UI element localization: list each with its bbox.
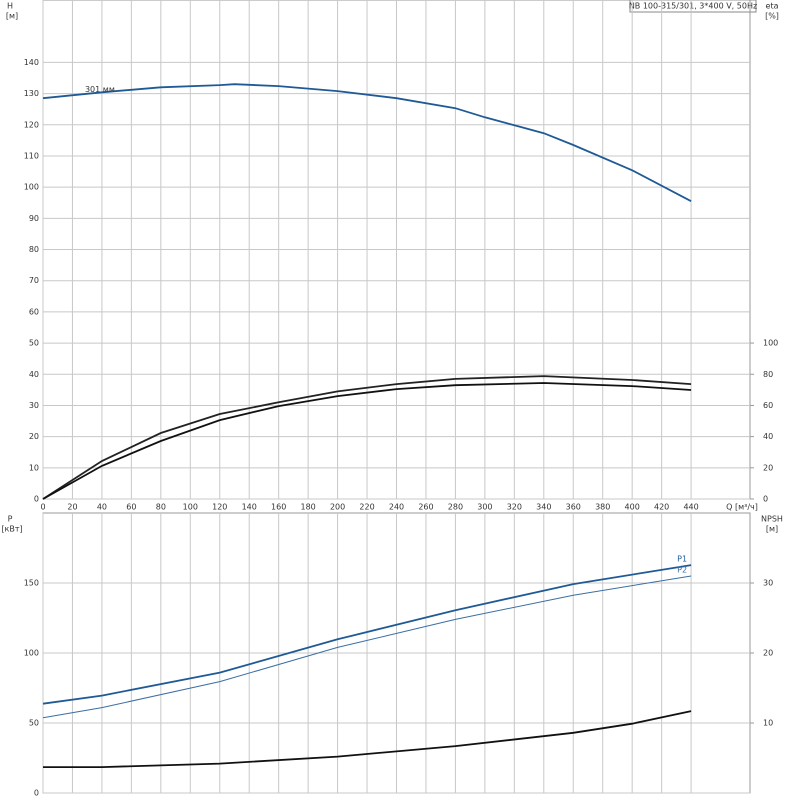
y-tick-label: 50: [29, 719, 39, 728]
x-tick-label: 100: [183, 503, 198, 512]
y2-tick-label: 20: [763, 463, 773, 472]
x-tick-label: 60: [126, 503, 136, 512]
x-tick-label: 200: [330, 503, 345, 512]
y2-axis-label: NPSH: [761, 515, 783, 524]
y-axis-unit: [кВт]: [1, 525, 22, 534]
curve: [42, 83, 692, 202]
y2-axis-label: eta: [766, 2, 779, 11]
x-tick-label: 160: [271, 503, 286, 512]
y-tick-label: 80: [29, 245, 39, 254]
x-tick-label: 280: [448, 503, 463, 512]
x-tick-label: 240: [389, 503, 404, 512]
y2-axis-unit: [м]: [766, 525, 778, 534]
curve-label: P2: [677, 566, 687, 575]
x-tick-label: 420: [654, 503, 669, 512]
y2-tick-label: 20: [763, 649, 773, 658]
y2-tick-label: 0: [763, 495, 768, 504]
y-tick-label: 10: [29, 463, 39, 472]
x-tick-label: 20: [67, 503, 77, 512]
x-tick-label: 140: [242, 503, 257, 512]
y-tick-label: 60: [29, 307, 39, 316]
x-tick-label: 300: [477, 503, 492, 512]
x-tick-label: 320: [507, 503, 522, 512]
curve: [42, 375, 692, 500]
y-tick-label: 100: [24, 183, 39, 192]
curve: [42, 382, 692, 500]
y2-tick-label: 100: [763, 339, 778, 348]
x-tick-label: 260: [418, 503, 433, 512]
x-tick-label: 180: [300, 503, 315, 512]
x-tick-label: 0: [40, 503, 45, 512]
x-tick-label: 120: [212, 503, 227, 512]
y-tick-label: 0: [34, 495, 39, 504]
x-tick-label: 440: [683, 503, 698, 512]
y-tick-label: 100: [24, 649, 39, 658]
y-axis-unit: [м]: [6, 12, 18, 21]
curve: [42, 564, 692, 705]
y-tick-label: 120: [24, 120, 39, 129]
y-tick-label: 110: [24, 151, 39, 160]
y-tick-label: 0: [34, 789, 39, 798]
y-tick-label: 150: [24, 579, 39, 588]
x-tick-label: 400: [625, 503, 640, 512]
y-tick-label: 50: [29, 339, 39, 348]
x-tick-label: 380: [595, 503, 610, 512]
x-tick-label: 360: [566, 503, 581, 512]
x-tick-label: 40: [97, 503, 107, 512]
y-axis-label: P: [8, 515, 13, 524]
y-tick-label: 130: [24, 89, 39, 98]
y-tick-label: 140: [24, 58, 39, 67]
y2-axis-unit: [%]: [765, 12, 779, 21]
curve: [42, 575, 692, 719]
y-tick-label: 40: [29, 370, 39, 379]
y-axis-label: H: [7, 2, 13, 11]
y2-tick-label: 10: [763, 719, 773, 728]
x-tick-label: 80: [156, 503, 166, 512]
x-tick-label: 220: [359, 503, 374, 512]
y-tick-label: 70: [29, 276, 39, 285]
y-tick-label: 90: [29, 214, 39, 223]
x-tick-label: 340: [536, 503, 551, 512]
y2-tick-label: 30: [763, 579, 773, 588]
y-tick-label: 20: [29, 432, 39, 441]
chart-title: NB 100-315/301, 3*400 V, 50Hz: [629, 2, 757, 11]
curve: [43, 710, 692, 768]
y2-tick-label: 80: [763, 370, 773, 379]
x-axis-label: Q [м³/ч]: [726, 503, 758, 512]
y2-tick-label: 60: [763, 401, 773, 410]
curve-label: 301 мм: [85, 85, 115, 94]
y2-tick-label: 40: [763, 432, 773, 441]
y-tick-label: 30: [29, 401, 39, 410]
curve-label: P1: [677, 555, 687, 564]
